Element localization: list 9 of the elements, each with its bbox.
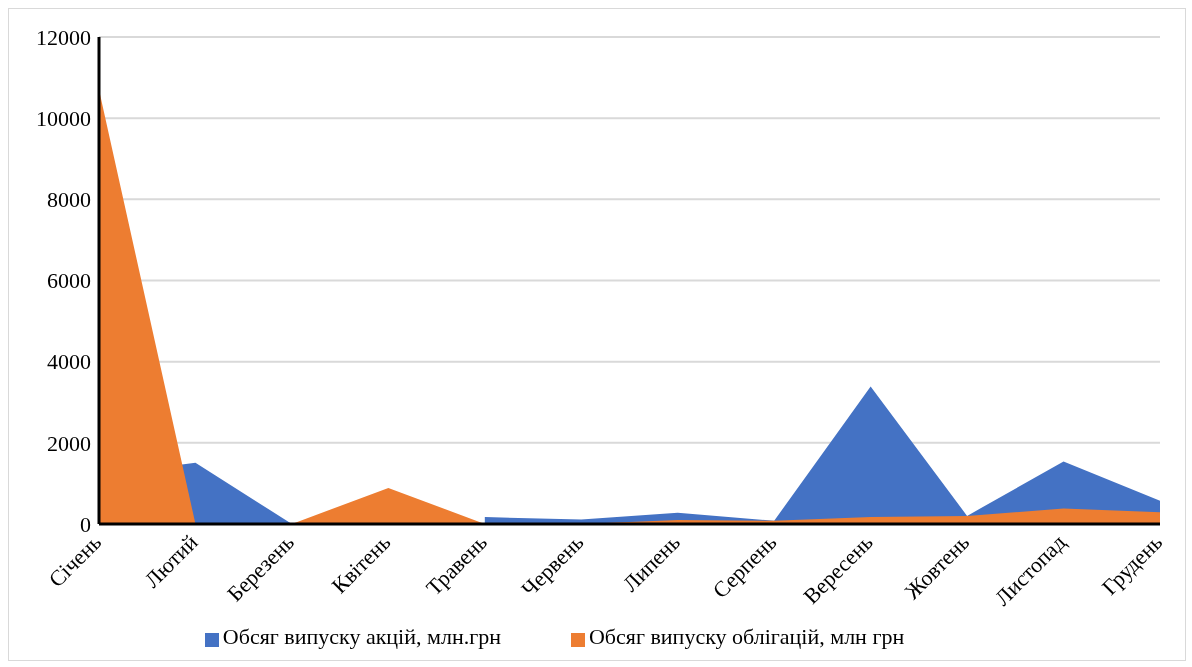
y-tick-label: 12000 xyxy=(36,24,91,50)
y-tick-label: 10000 xyxy=(36,105,91,131)
y-tick-label: 4000 xyxy=(47,349,91,375)
y-tick-label: 0 xyxy=(80,511,91,537)
y-tick-label: 8000 xyxy=(47,187,91,213)
y-tick-label: 2000 xyxy=(47,430,91,456)
legend-label: Обсяг випуску акцій, млн.грн xyxy=(222,624,501,649)
y-tick-label: 6000 xyxy=(47,268,91,294)
legend-label: Обсяг випуску облігацій, млн грн xyxy=(588,624,905,649)
